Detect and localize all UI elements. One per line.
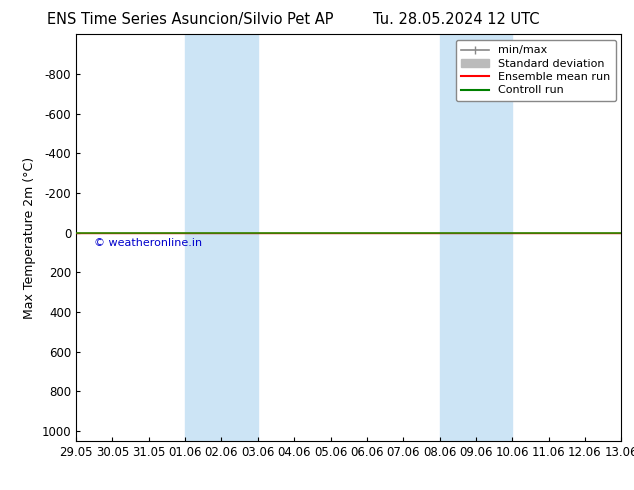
Y-axis label: Max Temperature 2m (°C): Max Temperature 2m (°C) xyxy=(23,157,36,318)
Bar xyxy=(439,34,512,441)
Text: ENS Time Series Asuncion/Silvio Pet AP: ENS Time Series Asuncion/Silvio Pet AP xyxy=(47,12,333,27)
Text: Tu. 28.05.2024 12 UTC: Tu. 28.05.2024 12 UTC xyxy=(373,12,540,27)
Legend: min/max, Standard deviation, Ensemble mean run, Controll run: min/max, Standard deviation, Ensemble me… xyxy=(456,40,616,101)
Text: © weatheronline.in: © weatheronline.in xyxy=(94,238,202,247)
Bar xyxy=(185,34,258,441)
